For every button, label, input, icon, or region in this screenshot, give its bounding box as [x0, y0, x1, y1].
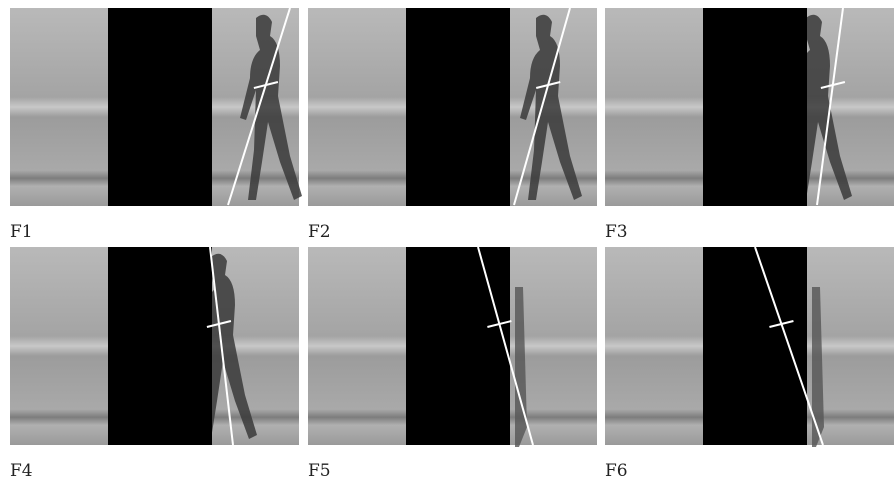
frame-label: F5: [308, 461, 331, 481]
occluder: [703, 247, 807, 445]
frame-label: F4: [10, 461, 33, 481]
frame: [308, 247, 597, 447]
occluder: [108, 247, 212, 445]
frame: [10, 247, 299, 445]
occluder: [108, 8, 212, 206]
occluder: [406, 8, 510, 206]
frame: [308, 8, 597, 206]
frame-label: F2: [308, 222, 331, 242]
frame: [605, 247, 894, 447]
frame-label: F6: [605, 461, 628, 481]
occluder: [406, 247, 510, 445]
frame-label: F3: [605, 222, 628, 242]
figure: F1 F2 F3 F4 F5 F6: [0, 0, 894, 483]
occluder: [703, 8, 807, 206]
frame-label: F1: [10, 222, 33, 242]
frame: [10, 8, 302, 206]
frame: [605, 8, 894, 206]
